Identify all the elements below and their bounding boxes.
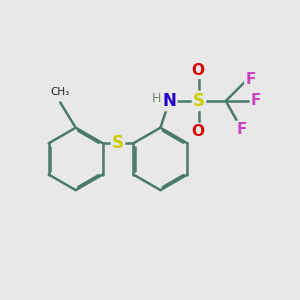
Text: F: F	[251, 94, 261, 109]
Text: F: F	[237, 122, 247, 137]
Text: H: H	[152, 92, 161, 105]
Text: N: N	[162, 92, 176, 110]
Text: S: S	[112, 134, 124, 152]
Text: CH₃: CH₃	[51, 87, 70, 97]
Text: F: F	[245, 72, 256, 87]
Text: S: S	[193, 92, 205, 110]
Text: O: O	[191, 124, 204, 139]
Text: O: O	[191, 63, 204, 78]
